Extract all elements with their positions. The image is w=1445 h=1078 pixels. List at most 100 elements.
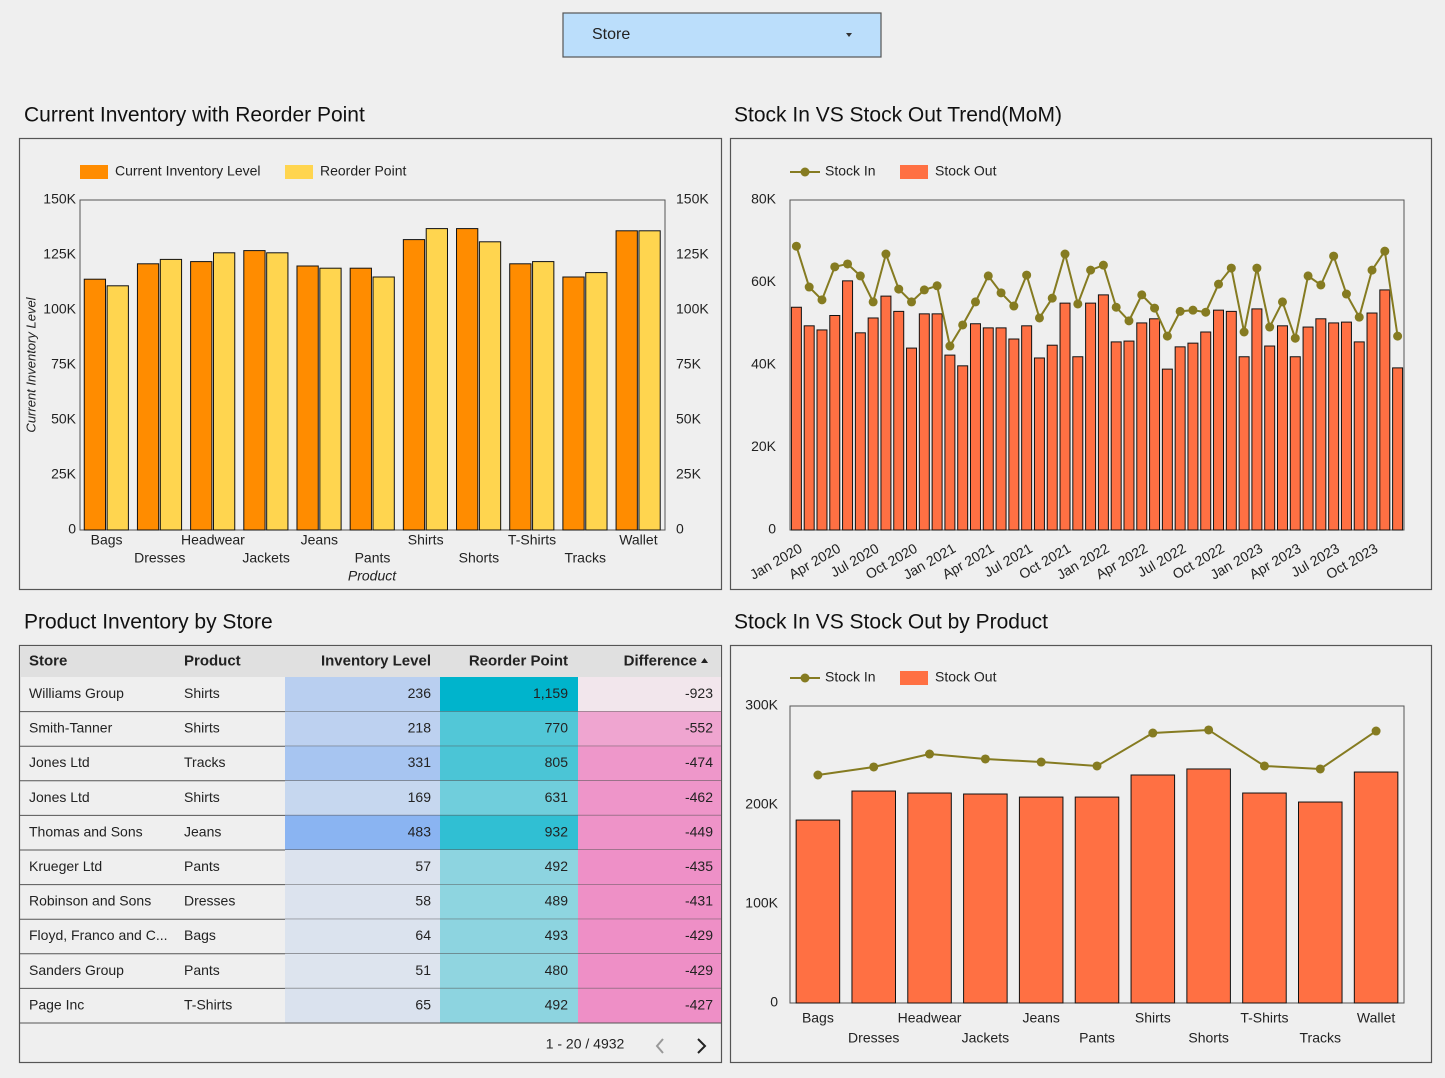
x-tick-label: Bags bbox=[91, 532, 123, 548]
bar bbox=[1021, 325, 1033, 531]
heat-cell bbox=[440, 815, 578, 850]
bar bbox=[1161, 368, 1173, 531]
line-marker bbox=[1148, 728, 1158, 738]
heat-cell bbox=[440, 919, 578, 954]
y-axis-title: Current Inventory Level bbox=[23, 296, 38, 432]
next-page[interactable] bbox=[697, 1038, 707, 1054]
store-filter[interactable]: Store bbox=[562, 12, 882, 58]
y2-tick-label: 0 bbox=[676, 521, 684, 537]
bar bbox=[1046, 344, 1058, 531]
table-cell: Williams Group bbox=[29, 685, 124, 701]
table-cell: 51 bbox=[415, 962, 431, 978]
y-tick-label: 75K bbox=[51, 356, 77, 372]
table-cell: Robinson and Sons bbox=[29, 893, 151, 909]
table-cell: 493 bbox=[545, 927, 569, 943]
table-cell: 483 bbox=[408, 823, 432, 839]
bar bbox=[867, 317, 879, 531]
chart-title: Current Inventory with Reorder Point bbox=[24, 104, 365, 127]
bar bbox=[1392, 367, 1404, 531]
bar bbox=[1018, 796, 1064, 1004]
heat-cell bbox=[578, 919, 721, 954]
line-marker bbox=[919, 285, 929, 295]
x-tick-label: Headwear bbox=[898, 1010, 962, 1026]
table-cell: Pants bbox=[184, 858, 220, 874]
bar bbox=[1264, 345, 1276, 531]
table-cell: -429 bbox=[685, 962, 713, 978]
x-tick-label: Shorts bbox=[459, 550, 499, 566]
bar bbox=[907, 792, 952, 1004]
x-tick-label: Bags bbox=[802, 1010, 834, 1026]
table-cell: 218 bbox=[408, 720, 432, 736]
table-cell: 1,159 bbox=[533, 685, 568, 701]
table-cell: 65 bbox=[415, 996, 431, 1012]
bar bbox=[1186, 768, 1231, 1004]
bar bbox=[1187, 342, 1199, 531]
column-header: Store bbox=[29, 652, 67, 669]
bar bbox=[918, 313, 930, 531]
bar bbox=[212, 252, 236, 531]
line-marker bbox=[925, 749, 935, 759]
line-marker bbox=[1047, 293, 1057, 303]
line-marker bbox=[1073, 299, 1083, 309]
bar bbox=[585, 272, 608, 531]
prev-page[interactable] bbox=[655, 1038, 664, 1054]
bar bbox=[1315, 318, 1327, 531]
table-cell: -552 bbox=[685, 720, 713, 736]
legend-marker bbox=[800, 167, 810, 177]
bar bbox=[1289, 356, 1301, 531]
line-marker bbox=[1380, 246, 1390, 256]
line-marker bbox=[869, 762, 879, 772]
line-marker bbox=[996, 288, 1006, 298]
x-tick-label: T-Shirts bbox=[508, 532, 556, 548]
y2-tick-label: 25K bbox=[676, 466, 702, 482]
line-marker bbox=[1098, 260, 1108, 270]
table-cell: Bags bbox=[184, 927, 216, 943]
dropdown-arrow[interactable] bbox=[846, 33, 852, 37]
line-marker bbox=[1086, 265, 1096, 275]
line-marker bbox=[894, 284, 904, 294]
table-cell: Shirts bbox=[184, 720, 220, 736]
y-tick-label: 40K bbox=[751, 356, 777, 372]
bar bbox=[349, 267, 372, 531]
table-cell: Jeans bbox=[184, 823, 221, 839]
x-tick-label: Headwear bbox=[181, 532, 245, 548]
table-cell: 64 bbox=[415, 927, 431, 943]
line-marker bbox=[881, 249, 891, 259]
line-marker bbox=[868, 297, 878, 307]
line-marker bbox=[1060, 249, 1070, 259]
x-tick-label: Jeans bbox=[301, 532, 338, 548]
y-tick-label: 25K bbox=[51, 466, 77, 482]
table-cell: 236 bbox=[408, 685, 432, 701]
heat-cell bbox=[578, 884, 721, 920]
table-cell: Dresses bbox=[184, 893, 235, 909]
bar bbox=[1136, 322, 1148, 531]
bar bbox=[478, 241, 502, 531]
line-marker bbox=[907, 297, 917, 307]
line-marker bbox=[958, 320, 968, 330]
filter-label[interactable]: Store bbox=[592, 26, 630, 43]
filter-box[interactable] bbox=[562, 12, 882, 58]
table-cell: 57 bbox=[415, 858, 431, 874]
x-tick-label: Dresses bbox=[134, 550, 185, 566]
bar bbox=[1340, 321, 1352, 531]
bar bbox=[615, 230, 638, 531]
y-tick-label: 60K bbox=[751, 273, 777, 289]
line-marker bbox=[1162, 331, 1172, 341]
heat-cell bbox=[285, 746, 440, 781]
table-cell: 331 bbox=[408, 754, 432, 770]
pagination: 1 - 20 / 4932 bbox=[546, 1036, 625, 1052]
bar bbox=[957, 365, 969, 531]
heat-cell bbox=[285, 884, 440, 920]
line-marker bbox=[1393, 331, 1403, 341]
bar bbox=[1242, 792, 1287, 1004]
bar bbox=[83, 278, 107, 531]
line-marker bbox=[1124, 316, 1134, 326]
table-cell: 492 bbox=[545, 858, 569, 874]
bar bbox=[1059, 302, 1071, 531]
bar bbox=[638, 230, 661, 531]
table-cell: 58 bbox=[415, 893, 431, 909]
line-marker bbox=[1371, 726, 1381, 736]
line-marker bbox=[1316, 280, 1326, 290]
heat-cell bbox=[440, 780, 578, 816]
table-cell: 631 bbox=[545, 789, 569, 805]
